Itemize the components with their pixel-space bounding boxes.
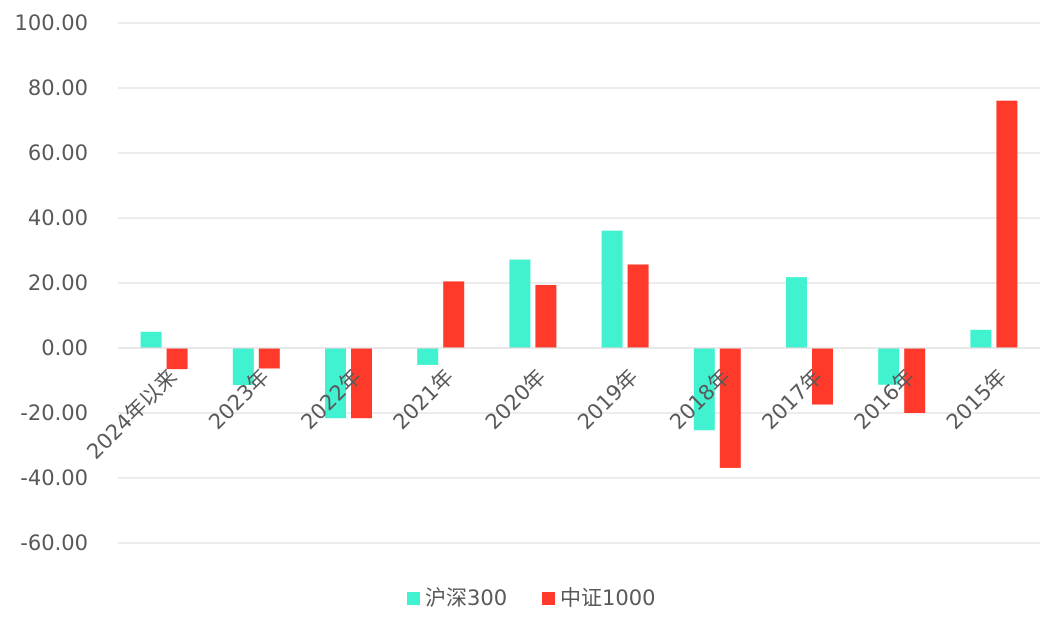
bar-series-2-5 [627, 264, 649, 348]
bar-series-1-7 [786, 277, 807, 348]
bar-series-1-1 [232, 348, 254, 386]
bar-series-2-0 [166, 348, 188, 370]
x-tick-label: 2024年以来 [82, 365, 181, 464]
y-tick-label: 100.00 [15, 11, 88, 35]
y-tick-label: 60.00 [28, 141, 88, 165]
bar-series-2-2 [351, 348, 372, 419]
bar-series-2-3 [443, 281, 465, 348]
bar-series-1-4 [509, 259, 531, 348]
y-tick-label: 80.00 [28, 76, 88, 100]
bar-series-2-7 [812, 348, 833, 405]
bar-series-1-8 [878, 348, 900, 385]
legend-label-series-2: 中证1000 [560, 586, 655, 610]
gridlines [118, 22, 1040, 544]
y-tick-label: 20.00 [28, 271, 88, 295]
x-axis-labels: 2024年以来 2023年 2022年 2021年 2020年 2019年 2018年 201… [82, 365, 1011, 464]
bar-series-1-6 [693, 348, 715, 431]
legend-label-series-1: 沪深300 [425, 586, 507, 610]
legend-swatch-series-1 [407, 592, 420, 605]
legend: 沪深300 中证1000 [407, 586, 655, 610]
y-tick-label: -40.00 [20, 466, 88, 490]
bar-series-2-6 [719, 348, 741, 468]
legend-swatch-series-2 [542, 592, 555, 605]
y-tick-label: 40.00 [28, 206, 88, 230]
bar-series-2-1 [258, 348, 280, 369]
bar-series-2-8 [904, 348, 926, 413]
y-tick-label: 0.00 [41, 336, 88, 360]
bars [140, 100, 1018, 468]
x-tick-label: 2015年 [942, 365, 1012, 435]
bar-series-1-9 [970, 329, 992, 348]
y-tick-label: -60.00 [20, 531, 88, 555]
x-tick-label: 2020年 [481, 365, 551, 435]
bar-series-1-5 [601, 230, 623, 348]
y-axis-ticks: 100.00 80.00 60.00 40.00 20.00 0.00 -20.00 -40.… [15, 11, 88, 555]
bar-series-1-2 [325, 348, 346, 419]
bar-series-2-9 [996, 100, 1018, 348]
y-tick-label: -20.00 [20, 401, 88, 425]
bar-series-1-0 [140, 331, 162, 348]
bar-series-2-4 [535, 284, 557, 348]
bar-series-1-3 [417, 348, 439, 365]
x-tick-label: 2021年 [389, 365, 459, 435]
x-tick-label: 2019年 [573, 365, 643, 435]
